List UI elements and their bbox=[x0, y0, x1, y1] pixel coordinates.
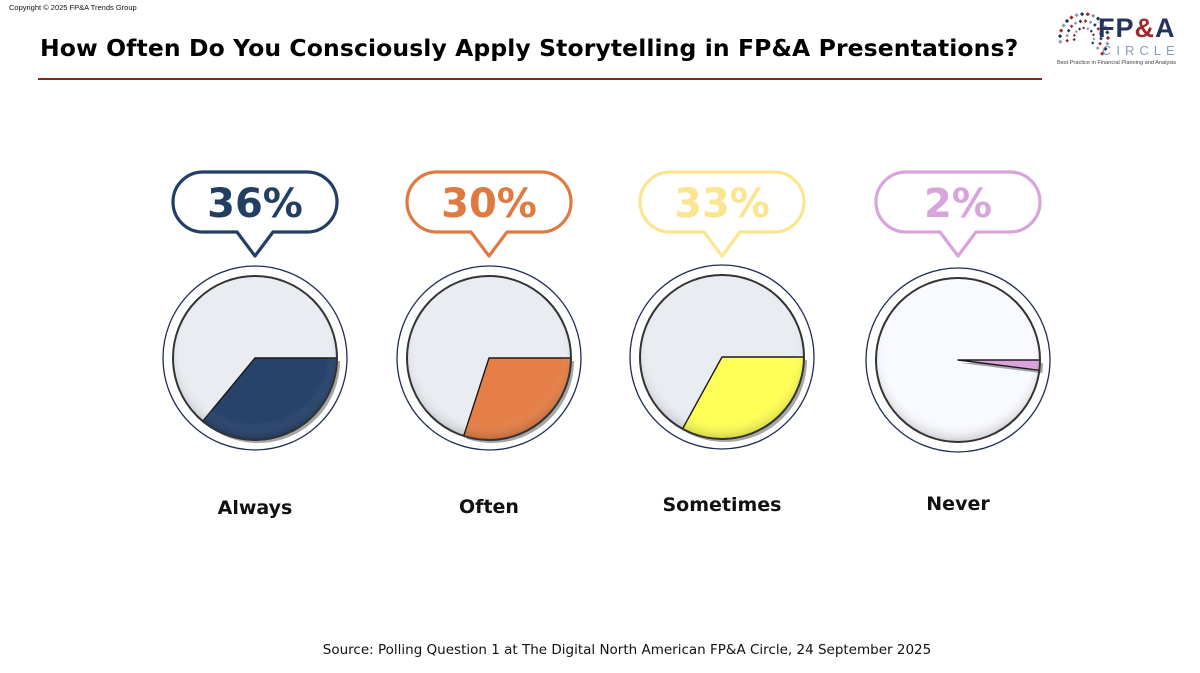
title-divider bbox=[38, 78, 1042, 80]
logo-ampersand: & bbox=[1134, 13, 1156, 43]
logo-dot bbox=[1058, 39, 1063, 44]
category-label: Always bbox=[218, 497, 293, 519]
category-label: Sometimes bbox=[662, 494, 781, 516]
pie-inner-rim bbox=[406, 275, 572, 441]
pie-shading bbox=[640, 275, 804, 439]
page-title: How Often Do You Consciously Apply Story… bbox=[40, 34, 1019, 62]
value-callout-bubble bbox=[171, 170, 339, 258]
pie-shading bbox=[407, 276, 571, 440]
logo-tagline: Best Practice in Financial Planning and … bbox=[1057, 60, 1177, 66]
logo-dot bbox=[1074, 30, 1078, 34]
pie-shading bbox=[876, 278, 1040, 442]
pie-never: 2% Never bbox=[865, 170, 1051, 515]
value-label: 33% bbox=[674, 181, 770, 227]
value-label: 2% bbox=[924, 181, 992, 227]
pie-inner-rim bbox=[875, 277, 1041, 443]
category-label: Often bbox=[459, 496, 519, 518]
pie-often: 30% Often bbox=[396, 170, 582, 518]
logo-a: A bbox=[1155, 13, 1176, 43]
fpa-circle-logo-icon bbox=[1057, 11, 1111, 56]
logo-dot bbox=[1086, 27, 1090, 31]
logo-dot bbox=[1098, 41, 1102, 46]
logo-dot bbox=[1072, 38, 1076, 42]
pie-inner-rim bbox=[172, 275, 338, 441]
pie-sometimes: 33% Sometimes bbox=[629, 170, 815, 516]
logo-fp: FP bbox=[1098, 13, 1135, 43]
logo-dot bbox=[1093, 23, 1097, 27]
value-label: 30% bbox=[441, 181, 537, 227]
logo-wordmark: FP&A bbox=[1098, 13, 1176, 44]
value-callout-bubble bbox=[638, 170, 806, 258]
value-label: 36% bbox=[207, 181, 303, 227]
logo-dot bbox=[1088, 20, 1093, 25]
logo-dot bbox=[1073, 21, 1078, 26]
logo-dot bbox=[1092, 37, 1096, 41]
value-callout-bubble bbox=[874, 170, 1042, 258]
source-note: Source: Polling Question 1 at The Digita… bbox=[322, 642, 932, 658]
value-callout-bubble bbox=[405, 170, 573, 258]
category-label: Never bbox=[926, 493, 990, 515]
logo-dot bbox=[1072, 33, 1076, 37]
pie-shading bbox=[173, 276, 337, 440]
copyright-notice: Copyright © 2025 FP&A Trends Group bbox=[9, 3, 137, 12]
logo-circle-text: CIRCLE bbox=[1102, 43, 1180, 58]
pie-inner-rim bbox=[639, 274, 805, 440]
pie-always: 36% Always bbox=[162, 170, 348, 519]
